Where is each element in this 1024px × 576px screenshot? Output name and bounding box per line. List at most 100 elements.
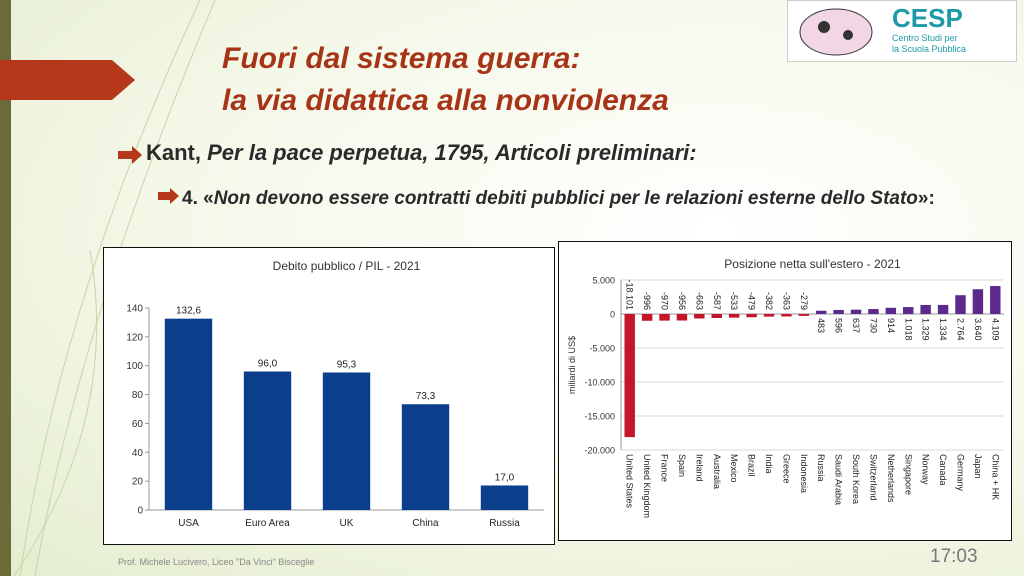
x-tick-label: United Kingdom bbox=[642, 454, 652, 518]
value-label: -970 bbox=[660, 292, 670, 310]
chart-box: Debito pubblico / PIL - 2021 0 20 40 60 80 100… bbox=[103, 247, 555, 545]
y-tick-label: 0 bbox=[137, 506, 143, 517]
y-tick-label: 5.000 bbox=[592, 276, 615, 286]
bullet: Kant, Per la pace perpetua, 1795, Artico… bbox=[146, 140, 697, 166]
chart-box: Posizione netta sull'estero - 2021 miliar… bbox=[558, 241, 1012, 541]
value-label: 483 bbox=[816, 318, 826, 333]
value-label: -587 bbox=[712, 292, 722, 310]
value-label: 1.329 bbox=[921, 318, 931, 341]
x-tick-label: Canada bbox=[938, 454, 948, 486]
x-tick-label: Ireland bbox=[694, 454, 704, 482]
bar bbox=[990, 286, 1001, 314]
x-tick-label: Mexico bbox=[729, 454, 739, 483]
bar bbox=[798, 314, 810, 316]
value-label: 1.018 bbox=[903, 318, 913, 341]
x-tick-label: USA bbox=[178, 518, 199, 529]
x-tick-label: Norway bbox=[921, 454, 931, 485]
bar bbox=[322, 372, 371, 510]
x-tick-label: Euro Area bbox=[245, 518, 290, 529]
y-axis-label: miliardi di US$ bbox=[567, 336, 577, 394]
decoration bbox=[0, 0, 216, 576]
bar bbox=[972, 289, 984, 314]
y-tick-label: -15.000 bbox=[584, 412, 615, 422]
x-tick-label: Japan bbox=[973, 454, 983, 479]
value-label: 73,3 bbox=[416, 391, 436, 402]
bullet-marker bbox=[158, 188, 179, 204]
bar bbox=[401, 404, 450, 510]
value-label: 17,0 bbox=[495, 472, 515, 483]
logo: CESP Centro Studi per la Scuola Pubblica bbox=[787, 0, 1017, 62]
value-label: -382 bbox=[764, 292, 774, 310]
value-label: 596 bbox=[834, 318, 844, 333]
value-label: -279 bbox=[799, 292, 809, 310]
bar bbox=[885, 307, 897, 314]
deco-lines bbox=[13, 0, 216, 576]
bullet-text: 4. « bbox=[182, 188, 214, 209]
bar bbox=[676, 314, 688, 321]
y-tick-label: 120 bbox=[126, 332, 143, 343]
y-tick-label: 0 bbox=[610, 310, 615, 320]
bar bbox=[243, 371, 292, 510]
y-tick-label: 40 bbox=[132, 448, 144, 459]
bar bbox=[937, 304, 949, 314]
value-label: 96,0 bbox=[258, 358, 278, 369]
x-tick-label: France bbox=[660, 454, 670, 482]
bar bbox=[728, 314, 740, 318]
x-tick-label: Switzerland bbox=[868, 454, 878, 501]
value-label: 95,3 bbox=[337, 359, 357, 370]
chart: Posizione netta sull'estero - 2021 miliar… bbox=[567, 257, 1004, 518]
bullet-marker bbox=[118, 146, 142, 164]
y-tick-label: 60 bbox=[132, 419, 144, 430]
y-tick-label: 140 bbox=[126, 304, 143, 315]
x-tick-label: South Korea bbox=[851, 454, 861, 504]
title-line: la via didattica alla nonviolenza bbox=[222, 84, 669, 117]
side-strip bbox=[0, 0, 11, 576]
bullet-text: »: bbox=[917, 188, 935, 209]
value-label: -533 bbox=[729, 292, 739, 310]
x-tick-label: China + HK bbox=[990, 454, 1000, 500]
x-tick-label: Russia bbox=[816, 454, 826, 482]
bullet-text: Kant, bbox=[146, 140, 208, 165]
x-tick-label: United States bbox=[625, 454, 635, 509]
value-label: 2.764 bbox=[955, 318, 965, 341]
bar bbox=[164, 318, 213, 510]
x-tick-label: Singapore bbox=[903, 454, 913, 495]
x-tick-label: UK bbox=[340, 518, 354, 529]
bar bbox=[903, 307, 914, 314]
title-arrow bbox=[0, 60, 135, 100]
bullet: 4. «Non devono essere contratti debiti p… bbox=[182, 183, 982, 214]
value-label: 132,6 bbox=[176, 306, 201, 317]
title-line: Fuori dal sistema guerra: bbox=[222, 42, 581, 75]
x-tick-label: Germany bbox=[955, 454, 965, 492]
y-tick-label: -5.000 bbox=[589, 344, 615, 354]
value-label: -18.101 bbox=[625, 279, 635, 310]
x-tick-label: Saudi Arabia bbox=[834, 454, 844, 505]
bullet-text: Non devono essere contratti debiti pubbl… bbox=[213, 188, 918, 209]
bar bbox=[480, 485, 529, 510]
x-tick-label: Australia bbox=[712, 454, 722, 489]
y-tick-label: -10.000 bbox=[584, 378, 615, 388]
footer: Prof. Michele Lucivero, Liceo "Da Vinci"… bbox=[118, 557, 315, 567]
bar bbox=[624, 314, 635, 438]
x-tick-label: India bbox=[764, 454, 774, 474]
logo-subtitle-line: Centro Studi per bbox=[892, 33, 958, 43]
y-tick-label: 20 bbox=[132, 477, 144, 488]
value-label: -663 bbox=[694, 292, 704, 310]
x-tick-label: China bbox=[412, 518, 439, 529]
value-label: 914 bbox=[886, 318, 896, 333]
bar bbox=[920, 304, 931, 314]
y-tick-label: -20.000 bbox=[584, 446, 615, 456]
bar bbox=[833, 309, 844, 314]
value-label: -996 bbox=[642, 292, 652, 310]
bar bbox=[694, 314, 705, 319]
value-label: -956 bbox=[677, 292, 687, 310]
logo-subtitle: Centro Studi per la Scuola Pubblica bbox=[892, 33, 966, 55]
chart: Debito pubblico / PIL - 2021 0 20 40 60 80 100… bbox=[126, 259, 544, 529]
y-tick-label: 80 bbox=[132, 390, 144, 401]
logo-name: CESP bbox=[892, 3, 963, 33]
y-tick-label: 100 bbox=[126, 361, 143, 372]
bullet-text: Per la pace perpetua, 1795, Articoli pre… bbox=[207, 140, 697, 165]
bar bbox=[850, 309, 862, 314]
value-label: 730 bbox=[868, 318, 878, 333]
